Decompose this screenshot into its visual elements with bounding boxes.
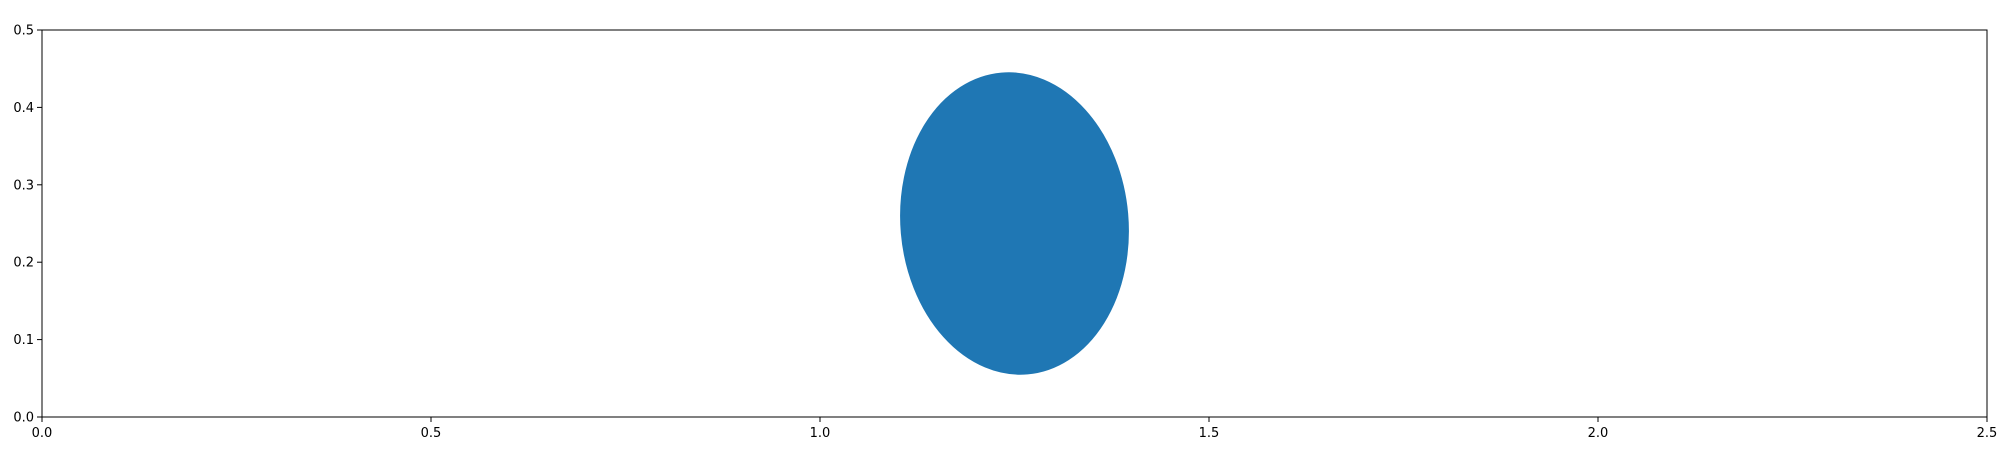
marks-layer bbox=[900, 72, 1129, 375]
x-tick-label: 0.5 bbox=[421, 426, 442, 441]
y-tick-label: 0.2 bbox=[13, 256, 34, 271]
plot-frame bbox=[41, 29, 1988, 418]
y-axis: 0.0 0.1 0.2 0.3 0.4 0.5 bbox=[13, 24, 42, 426]
y-tick-label: 0.1 bbox=[13, 333, 34, 348]
x-tick-label: 0.0 bbox=[32, 426, 53, 441]
filled-region-0 bbox=[900, 72, 1129, 375]
y-tick-label: 0.3 bbox=[13, 178, 34, 193]
x-tick-label: 1.0 bbox=[810, 426, 831, 441]
x-tick-label: 1.5 bbox=[1199, 426, 1220, 441]
x-tick-label: 2.5 bbox=[1977, 426, 1998, 441]
y-tick-label: 0.5 bbox=[13, 24, 34, 39]
x-axis: 0.0 0.5 1.0 1.5 2.0 2.5 bbox=[32, 417, 1998, 441]
x-tick-label: 2.0 bbox=[1588, 426, 1609, 441]
y-tick-label: 0.0 bbox=[13, 411, 34, 426]
y-tick-label: 0.4 bbox=[13, 101, 34, 116]
